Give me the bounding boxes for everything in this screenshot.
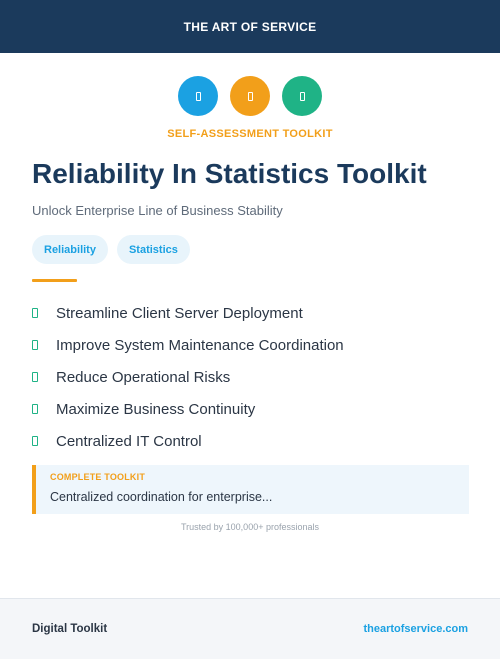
badge-glyph-icon [195, 91, 201, 101]
footer-label: Digital Toolkit [32, 623, 108, 635]
callout-label: COMPLETE TOOLKIT [50, 472, 146, 482]
footer-bar: Digital Toolkit theartofservice.com [0, 598, 500, 659]
page-subtitle: Unlock Enterprise Line of Business Stabi… [32, 203, 283, 218]
check-icon [32, 340, 38, 350]
badge-glyph-icon [299, 91, 305, 101]
tag-list: Reliability Statistics [32, 235, 190, 264]
check-icon [32, 436, 38, 446]
feature-item: Reduce Operational Risks [32, 361, 472, 393]
check-icon [32, 308, 38, 318]
feature-text: Centralized IT Control [56, 432, 202, 450]
tag-statistics[interactable]: Statistics [116, 235, 190, 264]
feature-text: Maximize Business Continuity [56, 400, 256, 418]
callout-text: Centralized coordination for enterprise.… [50, 490, 273, 504]
trust-note: Trusted by 100,000+ professionals [180, 522, 319, 532]
top-banner: THE ART OF SERVICE [0, 0, 500, 53]
feature-item: Improve System Maintenance Coordination [32, 329, 472, 361]
feature-text: Reduce Operational Risks [56, 368, 231, 386]
tag-reliability[interactable]: Reliability [32, 235, 108, 264]
badge-icon [282, 76, 322, 116]
badge-icon [178, 76, 218, 116]
accent-divider [32, 279, 77, 282]
page-title: Reliability In Statistics Toolkit [32, 158, 427, 189]
feature-text: Improve System Maintenance Coordination [56, 336, 344, 354]
icon-row [0, 76, 500, 116]
feature-item: Maximize Business Continuity [32, 393, 472, 425]
feature-list: Streamline Client Server Deployment Impr… [32, 297, 472, 457]
eyebrow-label: SELF-ASSESSMENT TOOLKIT [167, 128, 333, 140]
check-icon [32, 404, 38, 414]
badge-icon [230, 76, 270, 116]
toolkit-callout: COMPLETE TOOLKIT Centralized coordinatio… [32, 465, 469, 514]
brand-name: THE ART OF SERVICE [183, 19, 317, 34]
feature-item: Streamline Client Server Deployment [32, 297, 472, 329]
badge-glyph-icon [247, 91, 253, 101]
feature-text: Streamline Client Server Deployment [56, 304, 303, 322]
check-icon [32, 372, 38, 382]
feature-item: Centralized IT Control [32, 425, 472, 457]
footer-link[interactable]: theartofservice.com [363, 623, 468, 635]
